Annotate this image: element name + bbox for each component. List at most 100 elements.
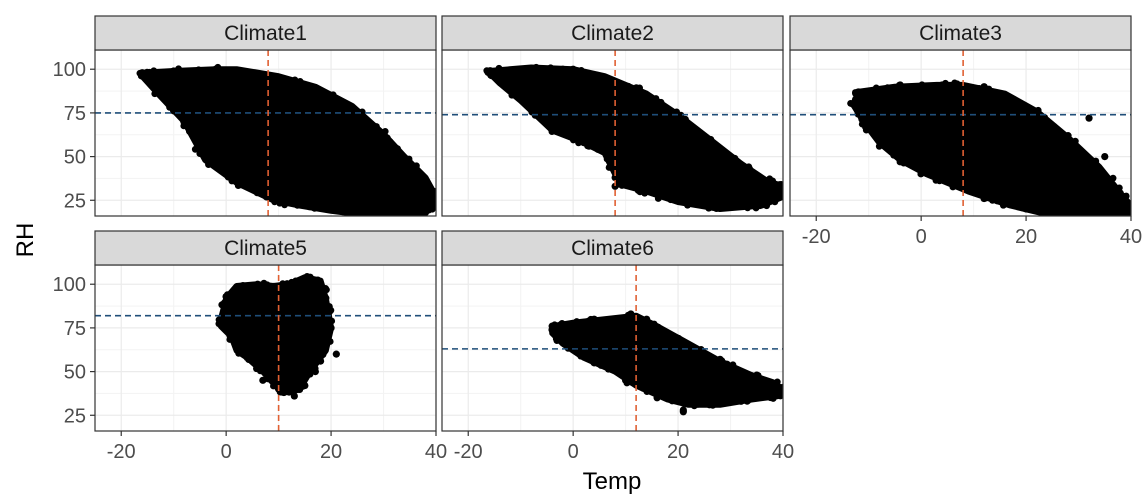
data-point xyxy=(321,338,329,346)
data-point xyxy=(264,375,272,383)
data-point xyxy=(890,151,898,159)
data-point xyxy=(379,170,388,178)
scatter-points xyxy=(483,63,783,212)
data-point xyxy=(348,103,356,111)
panel-climate6: Climate6 -20 0 20 40 xyxy=(441,230,794,463)
y-tick-label: 25 xyxy=(64,190,86,212)
data-point xyxy=(379,130,387,138)
data-point xyxy=(328,92,335,100)
data-point xyxy=(636,188,644,196)
data-point xyxy=(889,84,896,92)
data-point xyxy=(698,350,706,357)
y-tick-label: 100 xyxy=(53,59,86,81)
data-point xyxy=(690,402,698,410)
data-point xyxy=(244,283,252,291)
data-point xyxy=(1059,130,1067,138)
data-point xyxy=(872,84,880,92)
y-tick-label: 75 xyxy=(64,318,86,340)
data-point xyxy=(268,283,276,291)
x-tick-label: 40 xyxy=(772,441,794,463)
data-point xyxy=(900,159,908,167)
data-point xyxy=(884,84,891,92)
data-point xyxy=(1077,149,1085,157)
data-point xyxy=(1064,132,1072,140)
data-point xyxy=(428,205,436,213)
data-point xyxy=(180,118,188,126)
data-point xyxy=(322,89,329,97)
data-point xyxy=(1085,114,1093,122)
data-point xyxy=(603,155,611,163)
data-point xyxy=(328,317,336,325)
scatter-points xyxy=(548,310,783,416)
data-point xyxy=(1027,205,1035,213)
data-point xyxy=(737,397,745,405)
data-point xyxy=(185,127,193,135)
data-point xyxy=(150,67,158,75)
data-point xyxy=(1059,214,1067,216)
x-tick-label: -20 xyxy=(107,441,136,463)
data-point xyxy=(757,393,765,401)
data-point xyxy=(222,90,230,98)
data-point xyxy=(205,161,212,169)
data-point xyxy=(677,397,684,405)
data-point xyxy=(862,126,870,134)
y-tick-label: 75 xyxy=(64,103,86,125)
data-point xyxy=(677,111,685,119)
data-point xyxy=(386,138,394,146)
data-point xyxy=(270,73,277,80)
data-point xyxy=(308,362,316,370)
data-point xyxy=(762,200,770,207)
data-point xyxy=(771,198,779,206)
data-point xyxy=(352,209,359,216)
panel-climate3: Climate3 -20 0 20 40 xyxy=(789,15,1142,248)
data-point xyxy=(327,306,335,314)
data-point xyxy=(1005,96,1013,103)
data-point xyxy=(745,163,753,171)
data-point xyxy=(218,301,226,309)
data-point xyxy=(218,320,226,328)
data-point xyxy=(731,154,739,162)
data-point xyxy=(682,341,690,349)
x-tick-label: 40 xyxy=(425,441,447,463)
data-point xyxy=(1092,157,1100,165)
data-point xyxy=(1052,125,1060,133)
data-point xyxy=(319,291,327,299)
data-point xyxy=(917,170,925,178)
data-point xyxy=(215,65,223,73)
y-tick-label: 50 xyxy=(64,147,86,169)
data-point xyxy=(296,80,304,88)
data-point xyxy=(682,399,690,407)
data-point xyxy=(752,204,760,212)
data-point xyxy=(285,118,293,126)
data-point xyxy=(535,65,543,73)
data-point xyxy=(319,351,327,358)
facet-strip-label: Climate6 xyxy=(571,237,654,260)
data-point xyxy=(1109,174,1117,182)
data-point xyxy=(348,152,356,161)
data-point xyxy=(502,81,510,89)
data-point xyxy=(314,276,322,284)
x-tick-label: 20 xyxy=(1015,226,1037,248)
data-point xyxy=(281,201,288,209)
data-point xyxy=(271,198,279,206)
panel-climate5: Climate5 25 50 75 100 -20 0 20 40 xyxy=(53,230,447,463)
data-point xyxy=(737,161,745,168)
data-point xyxy=(196,133,204,141)
data-point xyxy=(180,83,188,91)
data-point xyxy=(780,185,783,192)
facet-strip xyxy=(94,230,437,266)
data-point xyxy=(636,84,644,92)
data-point xyxy=(411,184,419,192)
data-point xyxy=(395,213,402,216)
data-point xyxy=(773,378,781,386)
data-point xyxy=(743,397,751,405)
data-point xyxy=(224,173,232,181)
data-point xyxy=(654,323,662,331)
data-point xyxy=(682,115,689,123)
data-point xyxy=(858,113,866,121)
data-point xyxy=(608,316,616,323)
data-point xyxy=(495,64,503,72)
data-point xyxy=(256,367,264,375)
data-point xyxy=(559,65,567,73)
